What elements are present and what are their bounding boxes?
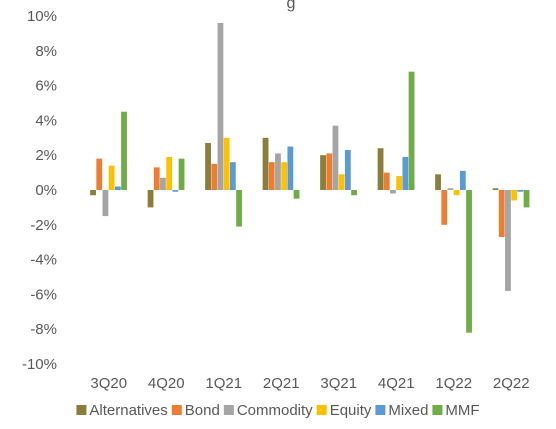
bar-commodity-3q21 xyxy=(332,125,339,190)
bar-equity-1q22 xyxy=(453,190,460,196)
bar-bond-1q21 xyxy=(211,163,218,190)
bar-commodity-2q22 xyxy=(505,190,511,291)
legend-item-mmf: MMF xyxy=(432,402,480,419)
legend-swatch-mmf xyxy=(432,405,443,415)
legend-item-commodity: Commodity xyxy=(223,402,313,419)
legend-swatch-bond xyxy=(171,405,182,415)
legend-swatch-commodity xyxy=(223,405,234,415)
bar-commodity-2q21 xyxy=(275,153,281,190)
bar-mmf-4q20 xyxy=(178,158,185,190)
bar-equity-3q20 xyxy=(108,165,115,190)
bar-alternatives-4q21 xyxy=(377,148,384,190)
x-tick-label: 4Q21 xyxy=(378,375,415,392)
bar-equity-2q22 xyxy=(511,190,518,201)
legend-label-mixed: Mixed xyxy=(388,402,428,419)
bar-commodity-1q22 xyxy=(447,188,454,190)
bar-commodity-4q21 xyxy=(390,190,396,194)
legend-item-equity: Equity xyxy=(316,402,372,419)
x-tick-label: 1Q21 xyxy=(205,375,242,392)
y-tick-label: -8% xyxy=(30,321,57,338)
bar-bond-4q21 xyxy=(383,172,390,190)
bar-commodity-3q20 xyxy=(102,190,109,217)
bar-bond-3q20 xyxy=(96,158,103,190)
bar-alternatives-2q21 xyxy=(262,137,269,190)
bar-equity-4q20 xyxy=(166,156,173,190)
bar-alternatives-3q20 xyxy=(90,190,96,196)
legend-label-mmf: MMF xyxy=(445,402,479,419)
legend-label-alternatives: Alternatives xyxy=(89,402,167,419)
bar-alternatives-1q22 xyxy=(435,174,441,190)
bar-commodity-4q20 xyxy=(160,177,166,190)
bar-bond-2q21 xyxy=(268,162,275,190)
y-tick-label: 2% xyxy=(35,147,57,164)
x-tick-label: 1Q22 xyxy=(435,375,472,392)
bar-mixed-2q22 xyxy=(517,190,524,192)
bar-mmf-1q21 xyxy=(236,190,242,227)
bar-mixed-1q22 xyxy=(459,170,466,190)
bar-equity-1q21 xyxy=(223,137,230,190)
y-tick-label: 0% xyxy=(35,182,57,199)
x-tick-label: 2Q22 xyxy=(493,375,530,392)
bar-mixed-1q21 xyxy=(229,162,236,190)
bar-mmf-3q20 xyxy=(121,111,127,190)
bar-equity-2q21 xyxy=(281,162,288,190)
bar-bond-2q22 xyxy=(498,190,505,237)
y-axis: -10% -8% -6% -4% -2% 0% 2% 4% 6% 8% 10% xyxy=(22,8,57,373)
chart-title-fragment: g xyxy=(287,0,296,12)
bar-equity-3q21 xyxy=(338,174,345,190)
legend-swatch-equity xyxy=(316,405,327,415)
x-tick-label: 3Q21 xyxy=(320,375,357,392)
bar-mmf-2q22 xyxy=(523,190,530,208)
legend-swatch-mixed xyxy=(375,405,386,415)
y-tick-label: -4% xyxy=(30,252,57,269)
y-tick-label: 4% xyxy=(35,112,57,129)
legend-swatch-alternatives xyxy=(76,405,87,415)
bar-mmf-1q22 xyxy=(466,190,472,333)
y-tick-label: 6% xyxy=(35,78,57,95)
bar-mixed-4q21 xyxy=(402,156,409,190)
legend-label-bond: Bond xyxy=(185,402,220,419)
y-tick-label: -10% xyxy=(22,356,57,373)
y-tick-label: -6% xyxy=(30,286,57,303)
bar-alternatives-2q22 xyxy=(492,188,499,190)
bar-alternatives-1q21 xyxy=(205,143,211,190)
y-tick-label: 10% xyxy=(27,8,57,25)
y-tick-label: 8% xyxy=(35,43,57,60)
bar-mixed-2q21 xyxy=(287,146,294,190)
x-tick-label: 4Q20 xyxy=(148,375,185,392)
bar-alternatives-3q21 xyxy=(320,155,326,190)
legend: Alternatives Bond Commodity Equity Mixed MMF xyxy=(76,402,480,419)
legend-label-commodity: Commodity xyxy=(237,402,313,419)
bars xyxy=(90,22,530,333)
bar-bond-3q21 xyxy=(326,153,333,190)
bar-bond-4q20 xyxy=(153,167,160,190)
bar-commodity-1q21 xyxy=(217,22,224,191)
legend-item-alternatives: Alternatives xyxy=(76,402,168,419)
x-axis: 3Q20 4Q20 1Q21 2Q21 3Q21 4Q21 1Q22 2Q22 xyxy=(90,375,529,392)
x-tick-label: 2Q21 xyxy=(263,375,300,392)
bar-mixed-3q20 xyxy=(114,186,121,190)
legend-label-equity: Equity xyxy=(330,402,372,419)
y-tick-label: -2% xyxy=(30,217,57,234)
bar-mixed-4q20 xyxy=(172,190,179,192)
x-tick-label: 3Q20 xyxy=(90,375,127,392)
bar-equity-4q21 xyxy=(396,176,403,190)
bar-mmf-4q21 xyxy=(408,71,415,190)
legend-item-bond: Bond xyxy=(171,402,220,419)
bar-mmf-2q21 xyxy=(293,190,300,199)
bar-bond-1q22 xyxy=(441,190,448,225)
legend-item-mixed: Mixed xyxy=(375,402,428,419)
bar-mmf-3q21 xyxy=(351,190,357,196)
bar-mixed-3q21 xyxy=(344,149,351,190)
bar-alternatives-4q20 xyxy=(147,190,154,208)
